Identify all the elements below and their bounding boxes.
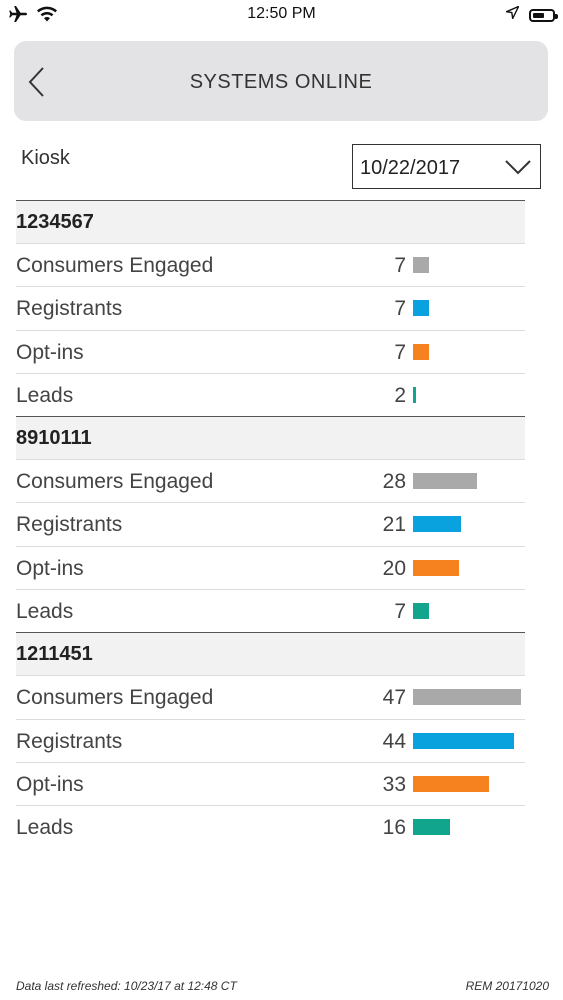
metric-value: 16: [382, 816, 406, 840]
group-header: 1211451: [16, 632, 525, 676]
metric-bar: [413, 300, 429, 317]
metric-label: Registrants: [16, 729, 123, 753]
back-button[interactable]: [24, 65, 50, 99]
metric-row-leads: Leads 2: [16, 372, 525, 416]
metric-value: 20: [382, 556, 406, 580]
metric-bar: [413, 343, 429, 360]
date-value: 10/22/2017: [360, 157, 461, 179]
metric-row-registrants: Registrants 44: [16, 718, 525, 762]
page-title: SYSTEMS ONLINE: [189, 71, 373, 93]
metric-bar: [413, 732, 514, 749]
metric-bar: [413, 473, 477, 490]
kiosk-id: 8910111: [16, 427, 92, 450]
airplane-icon: [8, 5, 28, 28]
metric-value: 7: [394, 297, 406, 321]
group-header: 1234567: [16, 200, 525, 243]
metric-label: Leads: [16, 383, 74, 407]
kiosk-id: 1234567: [16, 211, 94, 233]
kiosk-stats-list: 1234567 Consumers Engaged 7 Registrants 7 Opt…: [16, 200, 525, 849]
metric-row-consumers-engaged: Consumers Engaged 47: [16, 675, 525, 718]
kiosk-id: 1211451: [16, 643, 93, 666]
metric-row-leads: Leads 16: [16, 805, 525, 848]
metric-label: Leads: [16, 600, 74, 624]
metric-row-registrants: Registrants 7: [16, 286, 525, 329]
chevron-down-icon: [505, 159, 531, 180]
metric-value: 28: [382, 470, 406, 494]
metric-value: 7: [394, 340, 406, 364]
status-time: 12:50 PM: [247, 5, 316, 22]
metric-value: 33: [382, 772, 406, 796]
metric-row-consumers-engaged: Consumers Engaged 7: [16, 243, 525, 286]
metric-row-opt-ins: Opt-ins 7: [16, 329, 525, 373]
metric-label: Consumers Engaged: [16, 470, 214, 494]
metric-value: 47: [382, 686, 406, 710]
chevron-left-icon: [24, 67, 50, 103]
metric-row-leads: Leads 7: [16, 589, 525, 632]
metric-value: 7: [394, 600, 406, 624]
metric-label: Registrants: [16, 513, 123, 537]
metric-bar: [413, 257, 429, 273]
metric-value: 7: [394, 254, 406, 277]
metric-bar: [413, 689, 521, 706]
metric-label: Consumers Engaged: [16, 686, 214, 710]
group-header: 8910111: [16, 416, 525, 460]
metric-bar: [413, 516, 461, 533]
metric-bar: [413, 386, 416, 403]
metric-label: Leads: [16, 816, 74, 840]
metric-label: Opt-ins: [16, 556, 84, 580]
metric-row-registrants: Registrants 21: [16, 502, 525, 545]
status-bar: 12:50 PM: [0, 0, 563, 30]
metric-label: Opt-ins: [16, 772, 84, 796]
metric-value: 21: [382, 513, 406, 537]
nav-header: SYSTEMS ONLINE: [14, 41, 548, 121]
last-refreshed-text: Data last refreshed: 10/23/17 at 12:48 C…: [16, 979, 237, 993]
date-dropdown[interactable]: 10/22/2017: [352, 144, 541, 189]
kiosk-label: Kiosk: [21, 147, 70, 169]
location-icon: [505, 5, 520, 24]
metric-bar: [413, 603, 429, 620]
metric-row-consumers-engaged: Consumers Engaged 28: [16, 459, 525, 502]
metric-label: Registrants: [16, 297, 123, 321]
battery-icon: [529, 8, 558, 22]
metric-bar: [413, 819, 450, 836]
version-text: REM 20171020: [465, 979, 549, 993]
wifi-icon: [36, 6, 58, 27]
metric-row-opt-ins: Opt-ins 20: [16, 545, 525, 589]
metric-bar: [413, 775, 489, 792]
metric-value: 2: [394, 383, 406, 407]
metric-value: 44: [382, 729, 406, 753]
metric-bar: [413, 559, 459, 576]
metric-label: Opt-ins: [16, 340, 84, 364]
metric-row-opt-ins: Opt-ins 33: [16, 761, 525, 805]
metric-label: Consumers Engaged: [16, 254, 214, 277]
